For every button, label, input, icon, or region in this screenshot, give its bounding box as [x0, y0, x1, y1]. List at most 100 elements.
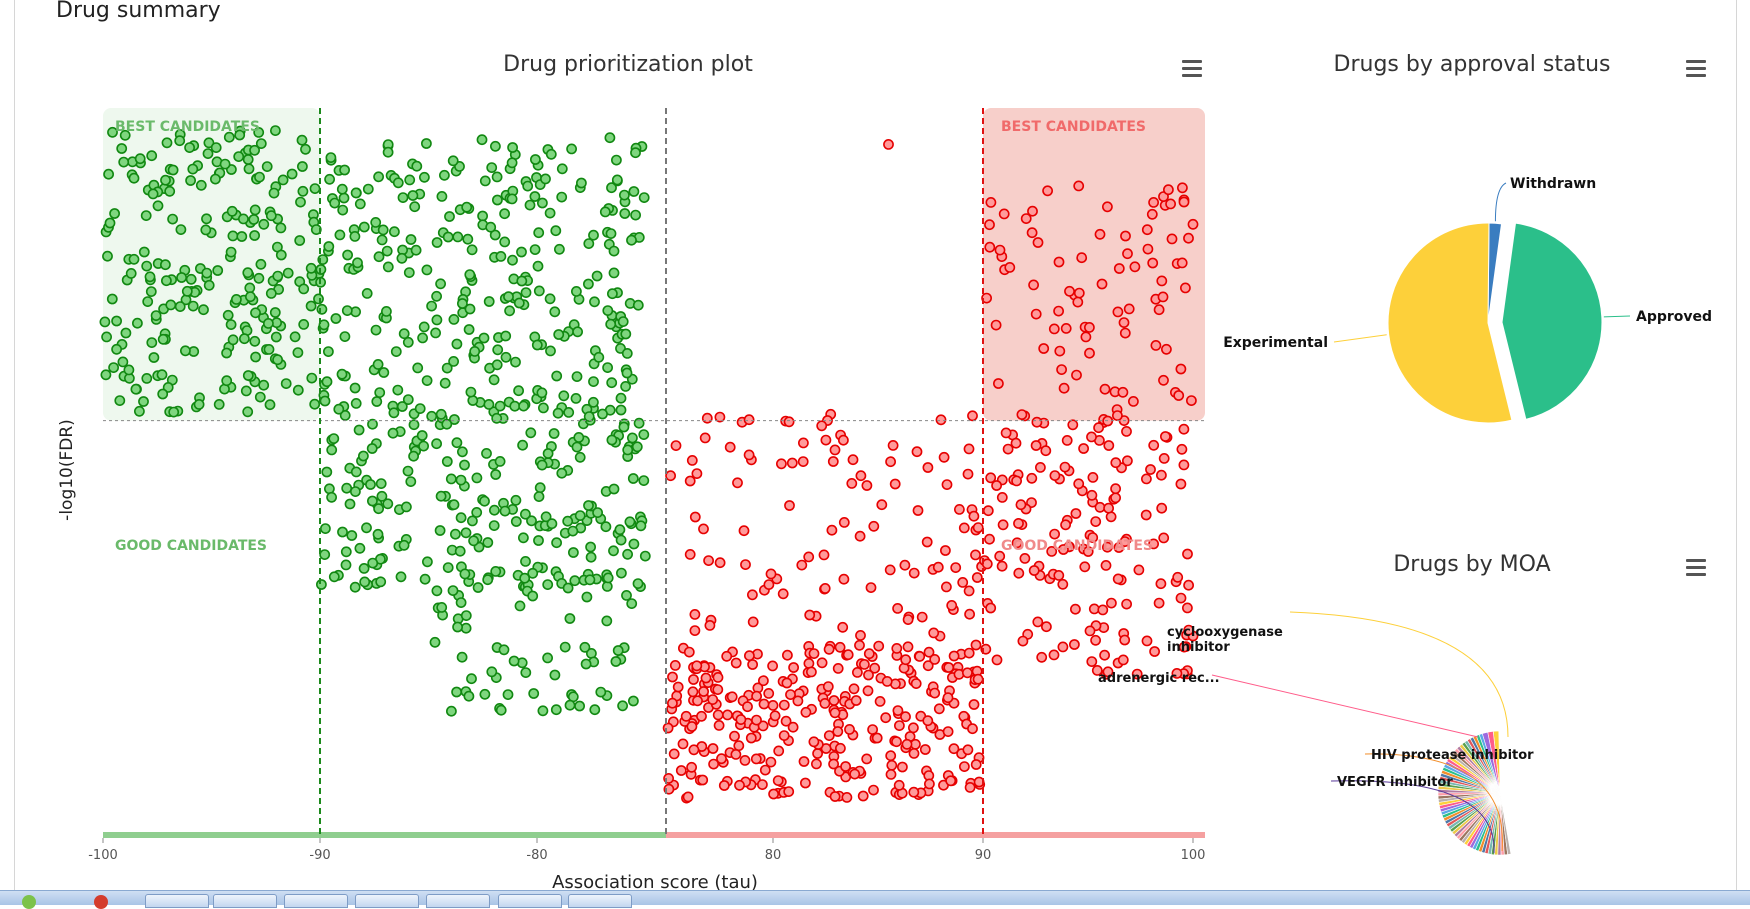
positive-data-point	[1048, 649, 1060, 661]
negative-data-point	[418, 171, 430, 183]
positive-data-point	[696, 710, 707, 722]
negative-data-point	[489, 229, 501, 241]
negative-data-point	[605, 318, 617, 330]
positive-data-point	[1038, 343, 1050, 354]
positive-data-point	[1031, 416, 1043, 428]
negative-data-point	[451, 437, 463, 449]
positive-data-point	[891, 736, 902, 748]
pie-slice-approved	[1501, 222, 1603, 420]
taskbar-app-5[interactable]	[426, 894, 490, 908]
negative-data-point	[250, 307, 261, 319]
negative-data-point	[141, 260, 153, 272]
positive-data-point	[1094, 501, 1106, 513]
positive-data-point	[1119, 634, 1131, 646]
negative-data-point	[583, 238, 595, 249]
positive-data-point	[767, 660, 778, 672]
positive-data-point	[1087, 471, 1099, 483]
positive-data-point	[783, 416, 795, 428]
approval-menu-button[interactable]	[1683, 58, 1709, 80]
negative-data-point	[219, 158, 231, 170]
negative-data-point	[350, 466, 362, 478]
negative-data-point	[588, 396, 599, 408]
positive-data-point	[889, 478, 901, 490]
taskbar-app-1[interactable]	[145, 894, 209, 908]
scatter-menu-button[interactable]	[1179, 58, 1205, 80]
positive-data-point	[991, 480, 1002, 491]
negative-data-point	[365, 479, 376, 490]
positive-data-point	[792, 695, 804, 707]
negative-data-point	[176, 272, 187, 283]
negative-data-point	[230, 293, 242, 305]
positive-data-point	[933, 703, 945, 715]
positive-data-point	[837, 621, 849, 633]
negative-data-point	[223, 131, 235, 143]
positive-data-point	[921, 536, 933, 548]
negative-data-point	[520, 287, 532, 298]
start-orb-icon[interactable]	[22, 895, 36, 909]
negative-data-point	[615, 534, 627, 546]
negative-data-point	[138, 396, 149, 407]
negative-data-point	[316, 303, 328, 315]
negative-data-point	[326, 444, 338, 456]
positive-data-point	[700, 672, 712, 684]
positive-data-point	[865, 582, 877, 593]
negative-data-point	[337, 526, 348, 538]
negative-data-point	[519, 572, 531, 584]
positive-data-point	[740, 559, 751, 570]
taskbar-app-4[interactable]	[355, 894, 419, 908]
positive-data-point	[994, 550, 1006, 562]
negative-data-point	[538, 402, 549, 414]
moa-menu-button[interactable]	[1683, 557, 1709, 579]
negative-data-point	[272, 354, 283, 366]
negative-data-point	[298, 283, 310, 295]
negative-data-point	[161, 137, 173, 149]
positive-data-point	[783, 786, 795, 797]
positive-data-point	[991, 654, 1003, 666]
positive-data-point	[716, 753, 727, 765]
taskbar-app-2[interactable]	[213, 894, 277, 908]
positive-data-point	[1131, 668, 1143, 680]
positive-data-point	[863, 648, 875, 660]
negative-data-point	[546, 518, 558, 530]
browser-icon[interactable]	[94, 895, 108, 909]
negative-data-point	[627, 473, 639, 484]
negative-data-point	[144, 271, 156, 283]
negative-data-point	[258, 379, 270, 391]
positive-data-point	[884, 564, 896, 576]
positive-data-point	[897, 761, 908, 773]
positive-data-point	[1175, 592, 1187, 604]
positive-data-point	[763, 579, 775, 590]
negative-data-point	[375, 478, 387, 489]
positive-data-point	[996, 491, 1008, 503]
positive-data-point	[832, 663, 844, 674]
positive-data-point	[1182, 602, 1193, 614]
negative-data-point	[416, 430, 428, 441]
negative-data-point	[441, 456, 453, 467]
positive-data-point	[1156, 502, 1168, 514]
negative-data-point	[296, 161, 308, 172]
negative-data-point	[305, 262, 317, 274]
positive-data-point	[1084, 321, 1095, 333]
positive-data-point	[886, 759, 898, 771]
taskbar-app-6[interactable]	[498, 894, 562, 908]
negative-data-point	[454, 545, 466, 557]
positive-data-point	[1178, 459, 1190, 471]
negative-data-point	[621, 367, 633, 379]
negative-data-point	[528, 688, 540, 699]
taskbar-app-3[interactable]	[284, 894, 348, 908]
negative-data-point	[234, 129, 246, 141]
negative-data-point	[574, 451, 586, 463]
positive-data-point	[898, 662, 910, 674]
negative-data-point	[518, 400, 529, 412]
positive-data-point	[1049, 528, 1060, 540]
positive-data-point	[1061, 434, 1073, 446]
positive-data-point	[1142, 243, 1154, 255]
negative-data-point	[341, 482, 353, 494]
negative-data-point	[146, 150, 158, 162]
positive-data-point	[713, 720, 725, 731]
negative-data-point	[537, 197, 548, 209]
negative-data-point	[134, 153, 146, 165]
negative-data-point	[390, 346, 402, 357]
taskbar-app-7[interactable]	[568, 894, 632, 908]
negative-data-point	[635, 520, 647, 532]
